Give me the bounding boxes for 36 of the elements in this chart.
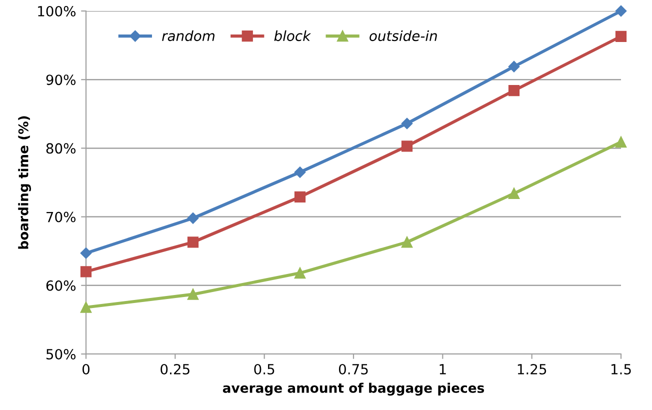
x-tick-label: 0.75	[338, 364, 368, 374]
legend-label: random	[162, 30, 214, 42]
x-tick-label: 1	[440, 364, 446, 374]
point	[615, 136, 627, 148]
x-tick-label: 1.5	[611, 364, 631, 374]
point	[401, 236, 413, 248]
x-tick-label: 0.5	[254, 364, 274, 374]
point	[187, 288, 199, 300]
point	[294, 191, 306, 202]
point	[80, 302, 92, 313]
point	[80, 248, 92, 259]
y-tick-label: 100%	[38, 6, 76, 16]
y-axis-title: boarding time (%)	[18, 116, 32, 249]
point	[294, 166, 306, 178]
point	[80, 266, 92, 278]
point	[401, 118, 413, 130]
legend-label: outside-in	[370, 30, 437, 42]
y-tick-label: 80%	[46, 143, 76, 154]
point	[508, 60, 520, 72]
point	[508, 188, 520, 200]
y-tick-label: 50%	[46, 348, 76, 360]
point	[615, 30, 627, 42]
point	[187, 212, 199, 224]
point	[508, 85, 520, 96]
point	[294, 267, 306, 279]
y-tick-label: 60%	[46, 280, 76, 291]
x-tick-label: 1.25	[518, 364, 546, 374]
point	[401, 140, 413, 152]
y-tick-label: 90%	[46, 74, 76, 86]
x-tick-label: 0.25	[160, 364, 190, 374]
point	[187, 236, 199, 248]
x-tick-label: 0	[82, 364, 90, 374]
y-tick-label: 70%	[46, 212, 76, 222]
legend-label: block	[274, 30, 312, 42]
point	[615, 5, 627, 17]
x-axis-title: average amount of baggage pieces	[222, 382, 484, 396]
